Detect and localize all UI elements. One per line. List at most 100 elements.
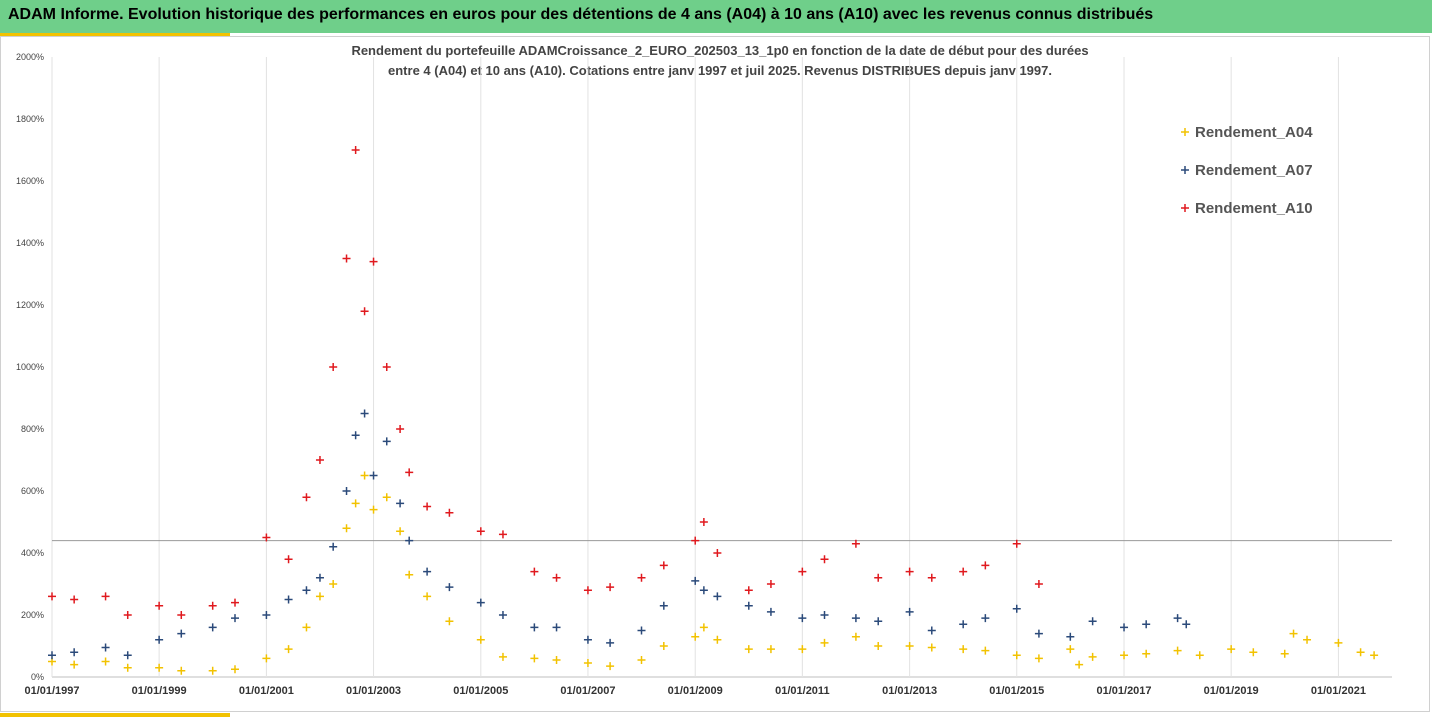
- data-point: [691, 536, 700, 545]
- data-point: [1066, 632, 1075, 641]
- data-point: [445, 583, 454, 592]
- data-point: [123, 611, 132, 619]
- data-point: [874, 642, 883, 650]
- data-point: [1142, 649, 1151, 658]
- legend: Rendement_A04 Rendement_A07 Rendement_A10: [1181, 124, 1313, 217]
- x-tick-label: 01/01/1999: [132, 685, 187, 697]
- data-point: [423, 592, 432, 601]
- data-point: [231, 614, 240, 623]
- data-point: [1075, 660, 1084, 669]
- data-point: [208, 601, 217, 610]
- data-point: [637, 655, 646, 664]
- legend-marker: [1181, 166, 1189, 174]
- data-point: [959, 620, 968, 629]
- data-point: [445, 508, 454, 517]
- data-point: [1289, 629, 1298, 638]
- data-point: [315, 456, 324, 464]
- data-point: [1088, 617, 1097, 626]
- data-point: [583, 635, 592, 644]
- data-point: [744, 645, 753, 654]
- data-point: [1066, 645, 1075, 654]
- data-point: [552, 655, 561, 664]
- data-point: [1280, 649, 1289, 658]
- data-point: [1034, 629, 1043, 638]
- data-point: [177, 629, 186, 638]
- x-tick-label: 01/01/2019: [1204, 685, 1259, 697]
- data-point: [476, 598, 485, 607]
- series-layer: [48, 146, 1379, 675]
- data-point: [606, 638, 615, 647]
- data-point: [231, 665, 240, 674]
- x-tick-label: 01/01/2003: [346, 685, 401, 697]
- x-tick-label: 01/01/2017: [1096, 685, 1151, 697]
- data-point: [284, 555, 293, 564]
- data-point: [1034, 580, 1043, 588]
- data-point: [351, 431, 360, 440]
- data-point: [48, 651, 56, 660]
- y-tick-label: 800%: [21, 424, 44, 434]
- data-point: [342, 254, 351, 263]
- data-point: [351, 146, 360, 154]
- y-tick-label: 1000%: [16, 362, 44, 372]
- data-point: [820, 638, 829, 647]
- data-point: [123, 651, 132, 660]
- data-point: [284, 645, 293, 654]
- data-point: [360, 409, 369, 418]
- data-point: [1142, 620, 1151, 629]
- data-point: [351, 499, 360, 508]
- data-point: [713, 635, 722, 644]
- data-point: [699, 518, 708, 526]
- data-point: [123, 663, 132, 672]
- legend-label: Rendement_A04: [1195, 124, 1313, 141]
- title-banner: ADAM Informe. Evolution historique des p…: [0, 0, 1432, 33]
- data-point: [530, 567, 539, 576]
- data-point: [583, 659, 592, 668]
- y-tick-label: 200%: [21, 610, 44, 620]
- data-point: [1182, 620, 1191, 629]
- data-point: [530, 654, 539, 663]
- data-point: [927, 573, 936, 582]
- data-point: [369, 505, 378, 514]
- y-tick-label: 1200%: [16, 300, 44, 310]
- data-point: [1012, 651, 1021, 660]
- data-point: [530, 623, 539, 632]
- data-point: [405, 536, 414, 545]
- data-point: [1120, 651, 1129, 660]
- data-point: [606, 583, 615, 592]
- data-point: [981, 646, 990, 655]
- data-point: [1195, 651, 1204, 660]
- data-point: [177, 666, 186, 675]
- data-point: [155, 635, 164, 644]
- data-point: [713, 592, 722, 601]
- data-point: [851, 614, 860, 623]
- accent-bar-bottom: [0, 713, 230, 717]
- data-point: [583, 586, 592, 595]
- data-point: [231, 598, 240, 607]
- data-point: [744, 601, 753, 610]
- x-tick-label: 01/01/2013: [882, 685, 937, 697]
- data-point: [284, 595, 293, 604]
- data-point: [342, 487, 351, 495]
- data-point: [405, 570, 414, 579]
- data-point: [405, 468, 414, 477]
- data-point: [1334, 638, 1343, 647]
- data-point: [70, 595, 79, 604]
- chart-title-line1: Rendement du portefeuille ADAMCroissance…: [351, 43, 1088, 58]
- data-point: [981, 561, 990, 570]
- data-point: [691, 632, 700, 641]
- data-point: [101, 592, 110, 601]
- chart-frame: [0, 36, 1430, 712]
- x-tick-label: 01/01/2009: [668, 685, 723, 697]
- x-tick-label: 01/01/2005: [453, 685, 508, 697]
- data-point: [155, 601, 164, 610]
- data-point: [329, 580, 338, 588]
- data-point: [905, 642, 914, 650]
- legend-label: Rendement_A10: [1195, 200, 1313, 217]
- data-point: [423, 567, 432, 576]
- data-point: [552, 623, 561, 632]
- data-point: [208, 623, 217, 632]
- data-point: [959, 567, 968, 576]
- data-point: [1303, 635, 1312, 644]
- data-point: [396, 499, 405, 508]
